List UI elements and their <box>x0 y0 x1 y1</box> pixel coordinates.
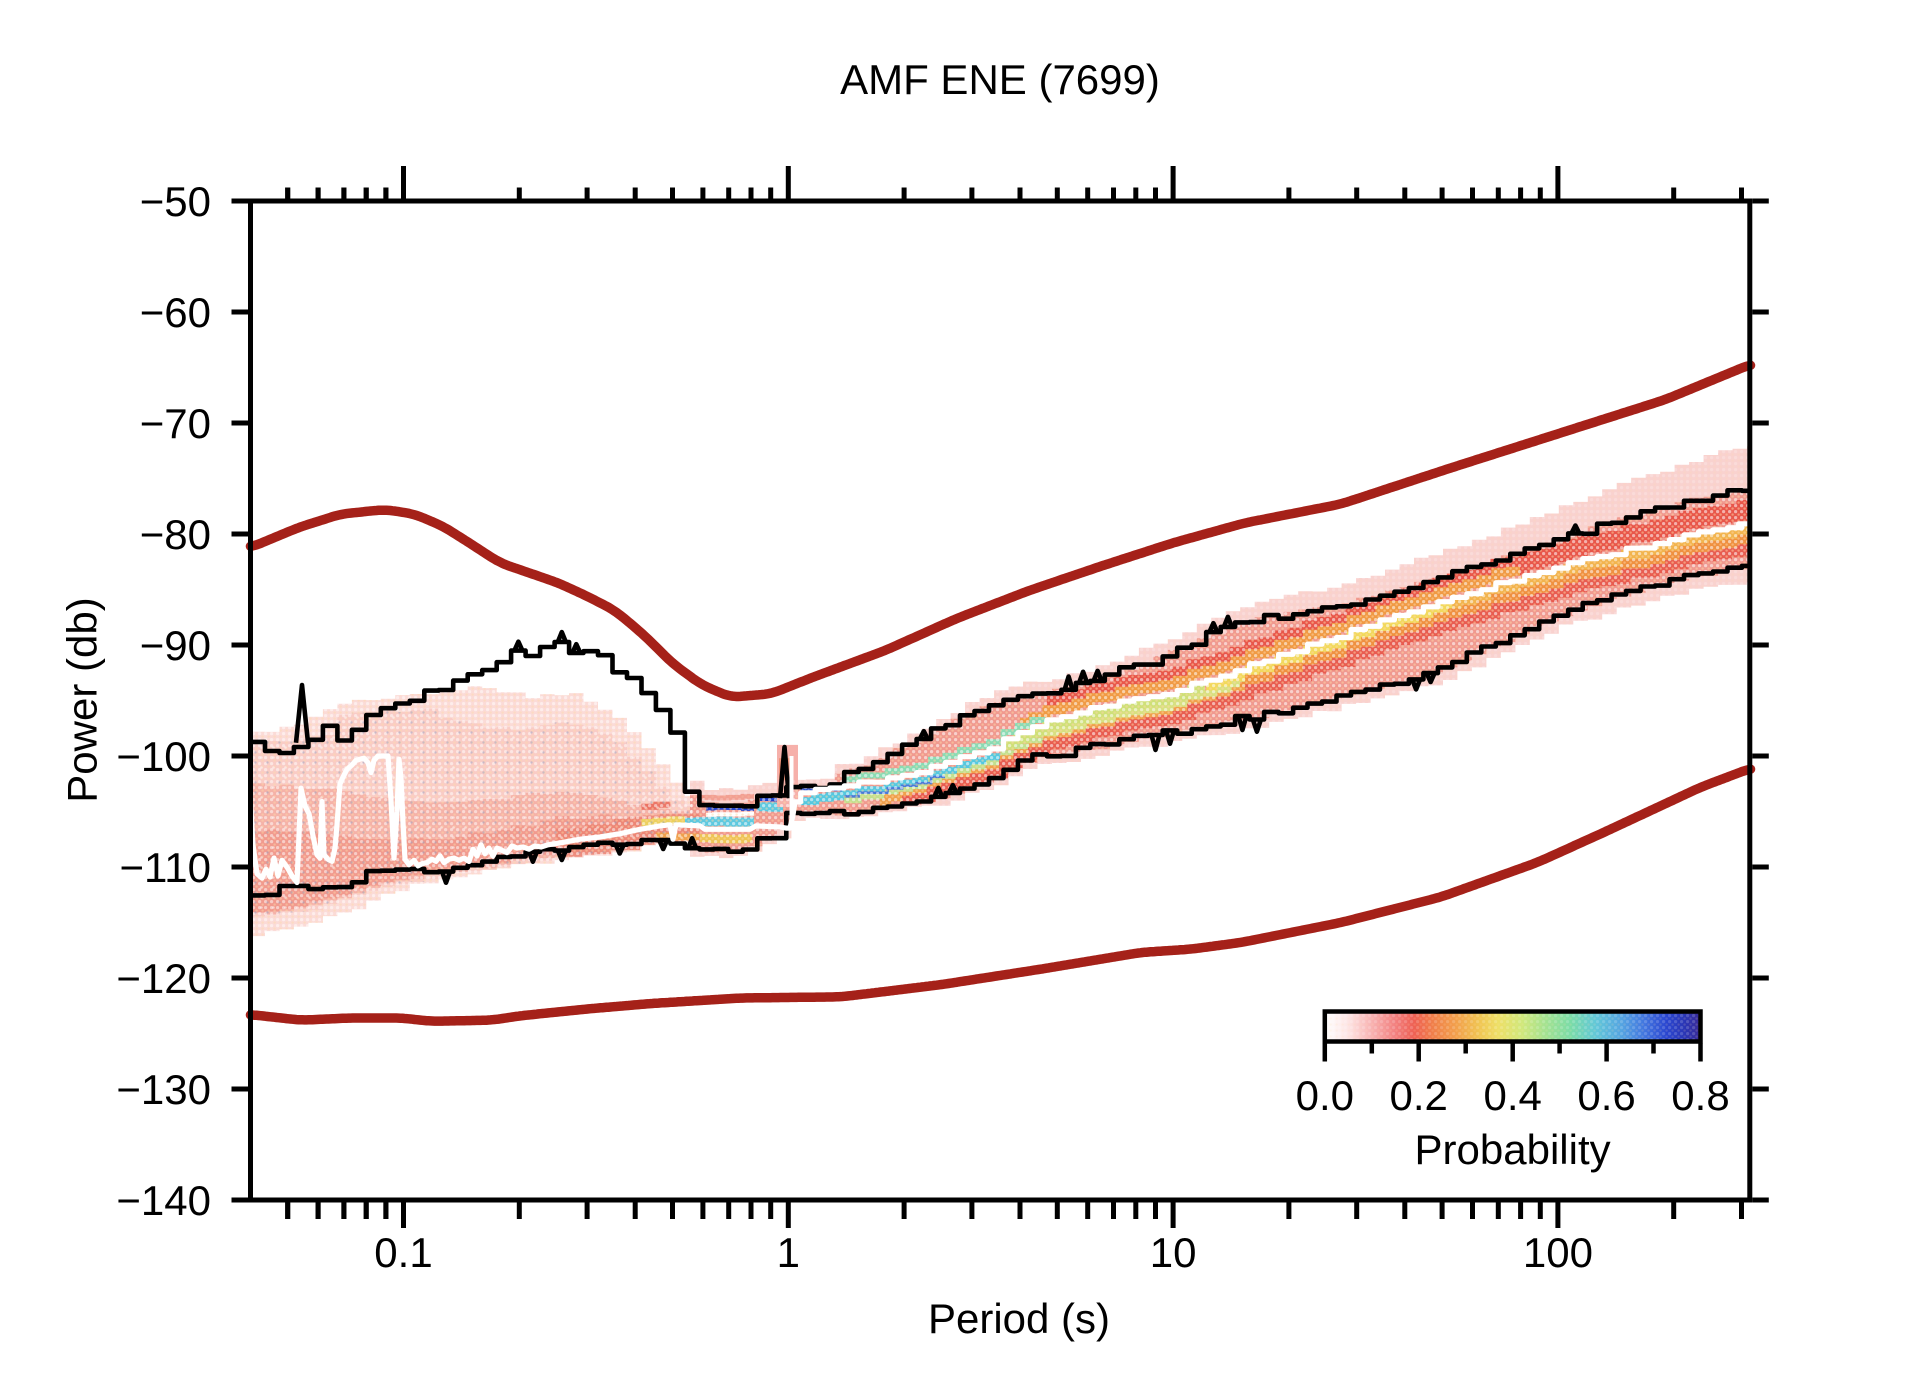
svg-text:Probability: Probability <box>1415 1126 1611 1173</box>
svg-text:−100: −100 <box>116 733 211 780</box>
svg-text:−140: −140 <box>116 1177 211 1224</box>
svg-text:0.4: 0.4 <box>1484 1072 1542 1119</box>
svg-text:−120: −120 <box>116 955 211 1002</box>
svg-text:−50: −50 <box>140 178 211 225</box>
svg-text:0.8: 0.8 <box>1671 1072 1729 1119</box>
svg-text:0.2: 0.2 <box>1390 1072 1448 1119</box>
svg-text:10: 10 <box>1150 1229 1197 1276</box>
svg-text:−80: −80 <box>140 511 211 558</box>
svg-text:−70: −70 <box>140 400 211 447</box>
svg-text:0.6: 0.6 <box>1577 1072 1635 1119</box>
svg-text:1: 1 <box>777 1229 800 1276</box>
svg-text:0.0: 0.0 <box>1296 1072 1354 1119</box>
svg-text:AMF ENE (7699): AMF ENE (7699) <box>840 56 1160 103</box>
svg-text:−110: −110 <box>120 844 212 891</box>
svg-text:−60: −60 <box>140 289 211 336</box>
svg-text:−90: −90 <box>140 622 211 669</box>
svg-text:100: 100 <box>1523 1229 1593 1276</box>
svg-text:Period (s): Period (s) <box>928 1295 1110 1342</box>
svg-text:−130: −130 <box>116 1066 211 1113</box>
svg-text:0.1: 0.1 <box>374 1229 432 1276</box>
svg-text:Power (db): Power (db) <box>59 597 106 802</box>
